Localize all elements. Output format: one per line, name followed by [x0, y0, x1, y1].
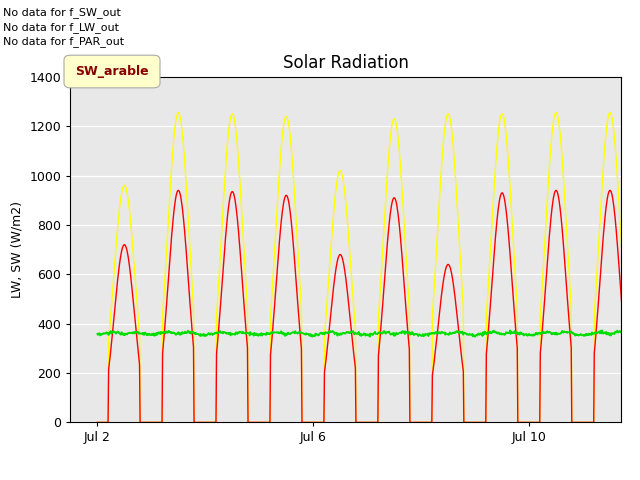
- Legend: SW_in, LW_in, PAR_in: SW_in, LW_in, PAR_in: [202, 474, 489, 480]
- Y-axis label: LW, SW (W/m2): LW, SW (W/m2): [11, 201, 24, 298]
- Text: No data for f_SW_out: No data for f_SW_out: [3, 7, 121, 18]
- Text: No data for f_LW_out: No data for f_LW_out: [3, 22, 119, 33]
- Title: Solar Radiation: Solar Radiation: [283, 54, 408, 72]
- Text: SW_arable: SW_arable: [75, 65, 149, 78]
- Text: No data for f_PAR_out: No data for f_PAR_out: [3, 36, 124, 47]
